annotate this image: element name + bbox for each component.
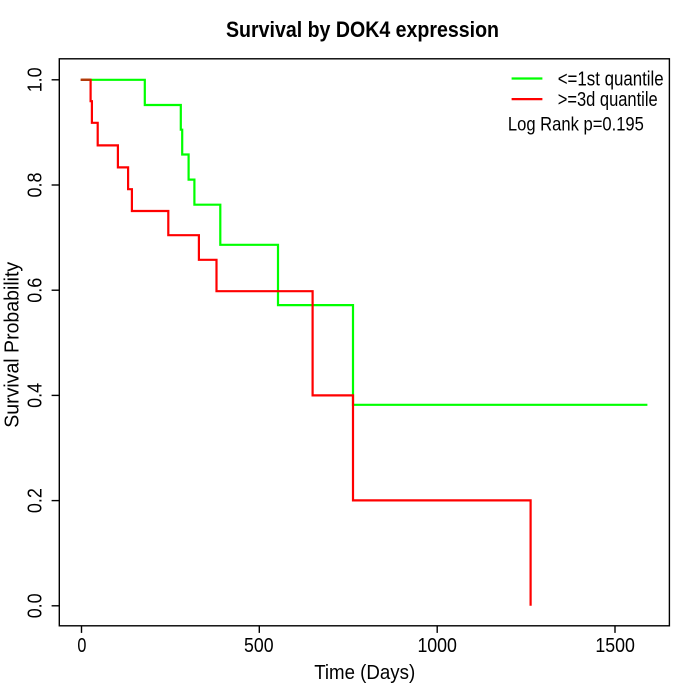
svg-text:0.6: 0.6: [25, 278, 47, 303]
svg-text:0.8: 0.8: [25, 173, 47, 198]
svg-text:0.4: 0.4: [25, 383, 47, 408]
svg-text:Time (Days): Time (Days): [314, 662, 415, 684]
svg-text:Survival by DOK4 expression: Survival by DOK4 expression: [226, 17, 499, 42]
svg-text:>=3d quantile: >=3d quantile: [558, 89, 658, 111]
svg-text:1000: 1000: [417, 635, 457, 657]
svg-text:1500: 1500: [595, 635, 635, 657]
svg-text:1.0: 1.0: [25, 67, 47, 92]
svg-text:0: 0: [77, 635, 86, 657]
svg-text:0.0: 0.0: [25, 593, 47, 618]
svg-text:500: 500: [244, 635, 274, 657]
svg-text:Log Rank p=0.195: Log Rank p=0.195: [508, 113, 644, 135]
svg-text:Survival Probability: Survival Probability: [1, 262, 23, 428]
svg-text:0.2: 0.2: [25, 488, 47, 513]
svg-text:<=1st quantile: <=1st quantile: [558, 68, 664, 90]
